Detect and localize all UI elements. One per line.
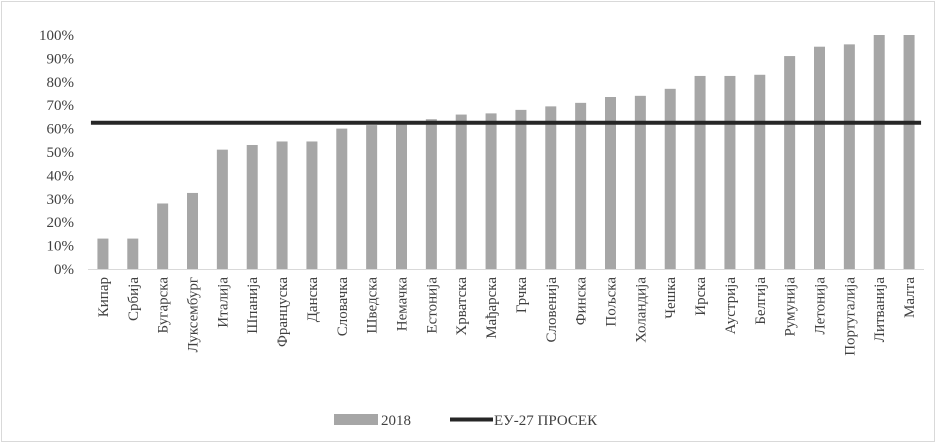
bar — [784, 56, 796, 270]
x-tick-label: Румунија — [783, 277, 799, 337]
legend-swatch-2018 — [334, 414, 378, 425]
x-tick-label: Француска — [275, 277, 291, 347]
x-tick-label: Грчка — [514, 277, 530, 313]
bar — [157, 203, 169, 269]
y-tick-label: 20% — [47, 215, 75, 231]
bar — [425, 119, 437, 270]
x-tick-label: Србија — [126, 277, 142, 321]
x-tick-label: Малта — [902, 277, 918, 318]
bar — [843, 44, 855, 269]
x-tick-label: Словачка — [335, 277, 351, 337]
bar — [366, 125, 378, 269]
bar — [605, 97, 616, 269]
x-tick-label: Немачка — [395, 277, 411, 332]
x-tick-label: Португалија — [842, 277, 858, 356]
x-tick-label: Хрватска — [454, 277, 470, 336]
legend: 2018 ЕУ-27 ПРОСЕК — [334, 413, 598, 429]
bar — [246, 144, 258, 269]
x-tick-label: Финска — [574, 277, 590, 326]
x-tick-label: Шведска — [365, 277, 381, 334]
bars-2018 — [97, 35, 915, 270]
x-tick-label: Аустрија — [723, 277, 739, 335]
bar — [575, 102, 587, 269]
y-tick-label: 40% — [47, 168, 75, 184]
y-tick-label: 30% — [47, 192, 75, 208]
y-tick-label: 10% — [47, 239, 75, 255]
bar — [216, 149, 228, 269]
bar — [276, 141, 288, 269]
y-tick-label: 70% — [47, 98, 75, 114]
bar — [694, 75, 706, 269]
bar — [903, 35, 915, 269]
x-tick-label: Ирска — [693, 277, 709, 316]
bar — [515, 109, 527, 269]
bar — [336, 128, 348, 269]
bar — [455, 114, 467, 269]
bar — [187, 192, 198, 269]
x-tick-label: Мађарска — [484, 277, 500, 339]
x-tick-label: Словенија — [544, 277, 560, 343]
legend-label-eu27: ЕУ-27 ПРОСЕК — [494, 413, 598, 429]
x-tick-label: Чешка — [663, 277, 679, 319]
x-tick-label: Италија — [215, 277, 231, 328]
x-tick-label: Холандија — [633, 277, 649, 343]
bar — [634, 95, 646, 269]
x-tick-label: Бугарска — [156, 277, 172, 334]
bar — [873, 35, 885, 269]
x-axis-labels: Кипар Србија Бугарска Луксембург Италија Шпан… — [96, 277, 918, 356]
y-tick-label: 90% — [47, 51, 75, 67]
bar — [127, 238, 139, 269]
bar — [814, 46, 825, 270]
bar — [396, 121, 407, 269]
x-tick-label: Кипар — [96, 277, 112, 317]
y-tick-label: 60% — [47, 122, 75, 138]
bar — [664, 88, 676, 269]
y-tick-label: 0% — [54, 262, 74, 278]
bar — [724, 75, 736, 269]
bar — [545, 106, 557, 270]
x-tick-label: Луксембург — [186, 277, 202, 352]
bar — [97, 238, 109, 269]
x-tick-label: Летонија — [813, 277, 829, 335]
x-tick-label: Естонија — [424, 277, 440, 334]
x-tick-label: Шпанија — [245, 277, 261, 334]
bar — [485, 113, 497, 269]
bar — [306, 141, 318, 269]
x-tick-label: Белгија — [753, 277, 769, 325]
legend-label-2018: 2018 — [381, 413, 411, 429]
y-tick-label: 100% — [39, 28, 74, 44]
y-axis: 0% 10% 20% 30% 40% 50% 60% 70% 80% 90% 100% — [39, 28, 924, 278]
y-tick-label: 80% — [47, 75, 75, 91]
x-tick-label: Пољска — [604, 277, 620, 327]
bar — [754, 74, 766, 269]
y-tick-label: 50% — [47, 145, 75, 161]
x-tick-label: Литванија — [872, 277, 888, 343]
x-tick-label: Данска — [305, 277, 321, 323]
